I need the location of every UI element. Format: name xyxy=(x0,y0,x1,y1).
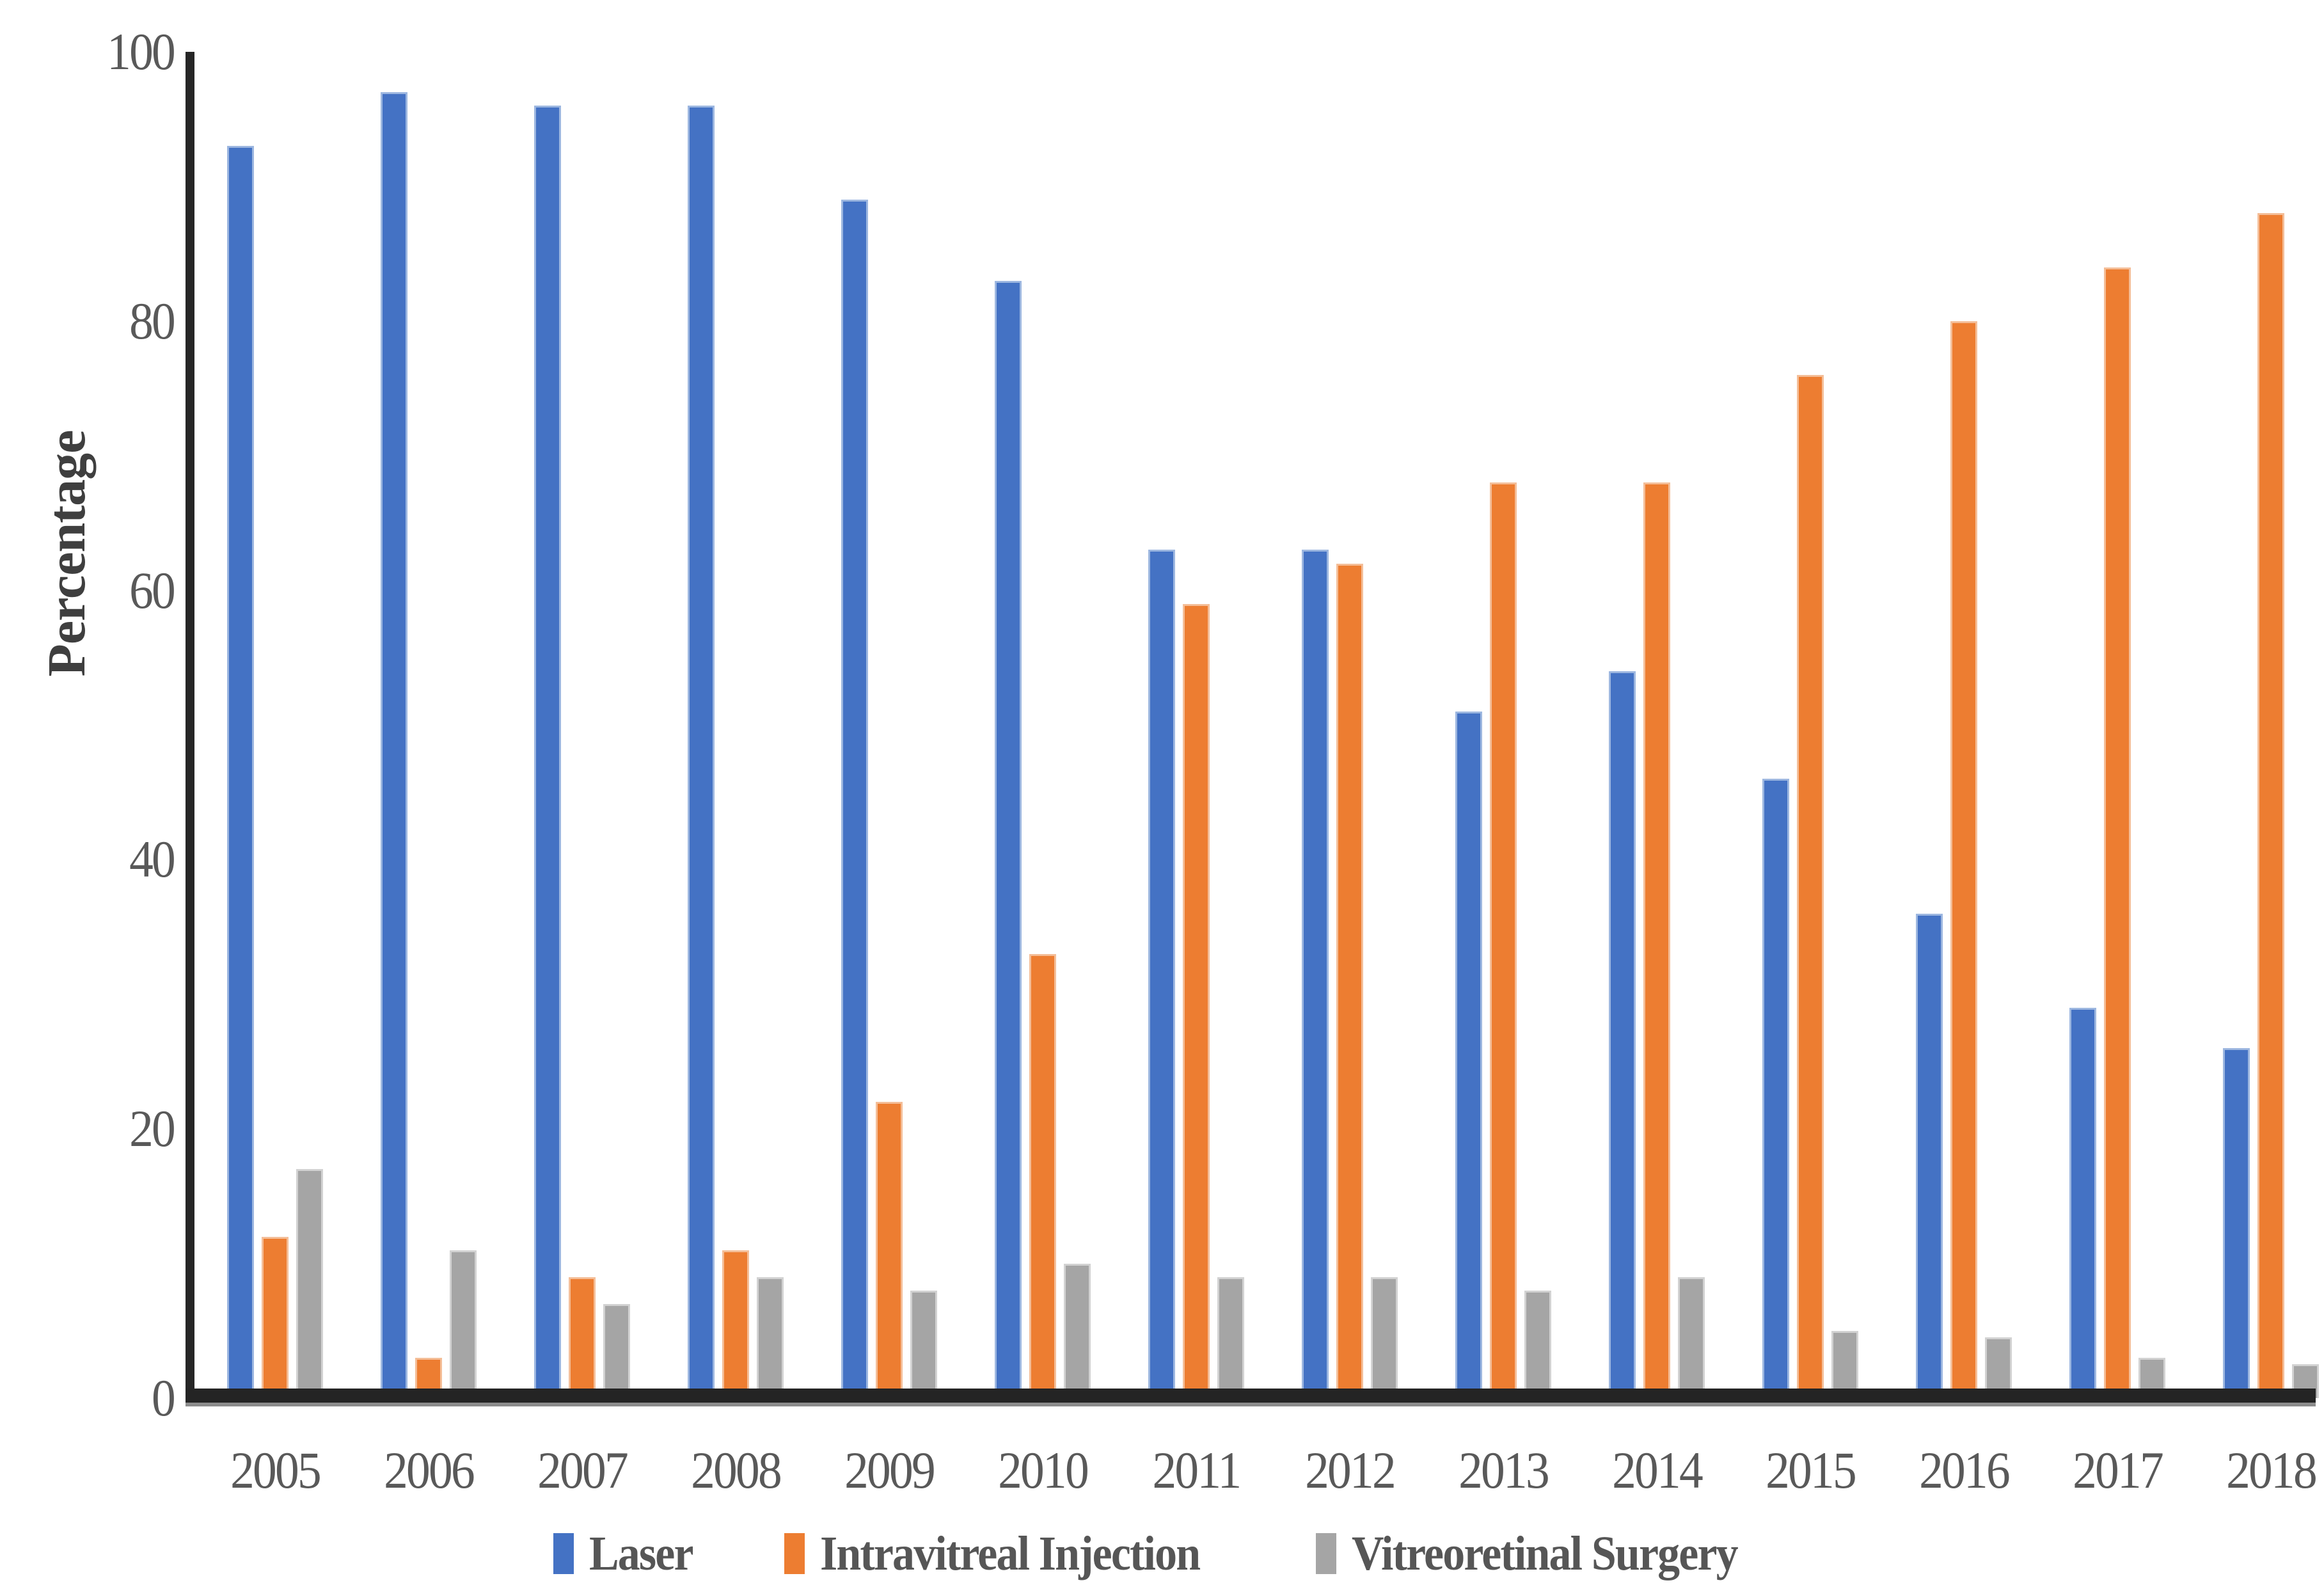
bar-laser-2011 xyxy=(1148,550,1175,1398)
x-axis-tick-labels: 2005 2006 2007 2008 2009 2010 2011 2012 2013 2014… xyxy=(194,1438,2324,1509)
x-tick-label-2015: 2015 xyxy=(1766,1441,1857,1499)
y-axis-title: Percentage xyxy=(37,430,97,677)
bar-laser-2005 xyxy=(227,146,254,1398)
bar-intravitreal-injection-2017 xyxy=(2104,267,2131,1398)
x-tick-label-2014: 2014 xyxy=(1612,1441,1703,1499)
bar-vitreoretinal-surgery-2007 xyxy=(603,1304,630,1398)
bar-intravitreal-injection-2010 xyxy=(1029,954,1056,1398)
y-tick-label-100: 100 xyxy=(107,22,176,81)
bar-intravitreal-injection-2009 xyxy=(876,1102,903,1398)
bar-vitreoretinal-surgery-2014 xyxy=(1678,1277,1705,1398)
bar-intravitreal-injection-2011 xyxy=(1183,604,1210,1398)
y-axis-line xyxy=(186,52,194,1403)
bar-vitreoretinal-surgery-2009 xyxy=(910,1291,937,1398)
bar-laser-2013 xyxy=(1455,712,1482,1398)
y-tick-label-0: 0 xyxy=(152,1369,176,1427)
legend-item-vitreoretinal-surgery: Vitreoretinal Surgery xyxy=(1316,1526,1771,1582)
y-tick-label-40: 40 xyxy=(129,830,176,889)
plot-area xyxy=(194,52,2324,1398)
x-tick-label-2013: 2013 xyxy=(1458,1441,1550,1499)
x-axis-line xyxy=(186,1389,2316,1403)
bar-laser-2018 xyxy=(2223,1048,2250,1398)
bar-laser-2017 xyxy=(2069,1008,2096,1398)
bar-intravitreal-injection-2007 xyxy=(569,1277,596,1398)
legend-label-intravitreal-injection: Intravitreal Injection xyxy=(820,1526,1201,1580)
legend-marker-intravitreal-injection xyxy=(784,1533,805,1574)
bar-intravitreal-injection-2012 xyxy=(1336,564,1363,1398)
bar-intravitreal-injection-2016 xyxy=(1950,321,1977,1398)
bar-vitreoretinal-surgery-2013 xyxy=(1524,1291,1551,1398)
bar-vitreoretinal-surgery-2010 xyxy=(1064,1264,1091,1398)
legend-marker-laser xyxy=(553,1533,574,1574)
bar-intravitreal-injection-2013 xyxy=(1490,482,1517,1398)
legend-marker-vitreoretinal-surgery xyxy=(1316,1533,1337,1574)
bar-vitreoretinal-surgery-2016 xyxy=(1985,1337,2012,1398)
x-tick-label-2009: 2009 xyxy=(844,1441,936,1499)
legend-item-laser: Laser xyxy=(553,1526,702,1582)
bar-vitreoretinal-surgery-2006 xyxy=(450,1250,477,1398)
bar-laser-2012 xyxy=(1302,550,1329,1398)
x-tick-label-2007: 2007 xyxy=(537,1441,629,1499)
legend-label-laser: Laser xyxy=(589,1526,694,1580)
bar-vitreoretinal-surgery-2015 xyxy=(1831,1331,1858,1398)
x-tick-label-2005: 2005 xyxy=(230,1441,322,1499)
x-tick-label-2018: 2018 xyxy=(2226,1441,2318,1499)
bar-intravitreal-injection-2018 xyxy=(2257,213,2284,1398)
bar-vitreoretinal-surgery-2012 xyxy=(1371,1277,1398,1398)
bar-laser-2006 xyxy=(381,92,407,1398)
x-tick-label-2011: 2011 xyxy=(1152,1441,1242,1499)
x-tick-label-2017: 2017 xyxy=(2073,1441,2164,1499)
x-tick-label-2010: 2010 xyxy=(998,1441,1089,1499)
x-tick-label-2016: 2016 xyxy=(1919,1441,2011,1499)
y-tick-label-20: 20 xyxy=(129,1099,176,1158)
legend: Laser Intravitreal Injection Vitreoretinal… xyxy=(0,1515,2324,1592)
bar-intravitreal-injection-2008 xyxy=(722,1250,749,1398)
bar-laser-2015 xyxy=(1762,779,1789,1398)
x-tick-label-2008: 2008 xyxy=(691,1441,782,1499)
bar-laser-2010 xyxy=(995,281,1022,1398)
bar-vitreoretinal-surgery-2005 xyxy=(296,1169,323,1398)
legend-item-intravitreal-injection: Intravitreal Injection xyxy=(784,1526,1233,1582)
x-axis-shadow xyxy=(186,1403,2316,1406)
bar-laser-2007 xyxy=(534,106,561,1398)
bar-laser-2008 xyxy=(688,106,715,1398)
x-tick-label-2012: 2012 xyxy=(1305,1441,1396,1499)
y-tick-label-60: 60 xyxy=(129,561,176,619)
y-tick-label-80: 80 xyxy=(129,291,176,350)
bar-vitreoretinal-surgery-2008 xyxy=(757,1277,784,1398)
bar-intravitreal-injection-2014 xyxy=(1643,482,1670,1398)
bar-laser-2016 xyxy=(1916,914,1943,1398)
x-tick-label-2006: 2006 xyxy=(384,1441,475,1499)
bar-laser-2014 xyxy=(1609,671,1636,1398)
bar-intravitreal-injection-2015 xyxy=(1797,375,1824,1398)
legend-label-vitreoretinal-surgery: Vitreoretinal Surgery xyxy=(1352,1526,1739,1580)
bar-laser-2009 xyxy=(841,200,868,1398)
bar-vitreoretinal-surgery-2011 xyxy=(1217,1277,1244,1398)
bar-intravitreal-injection-2005 xyxy=(262,1237,289,1398)
